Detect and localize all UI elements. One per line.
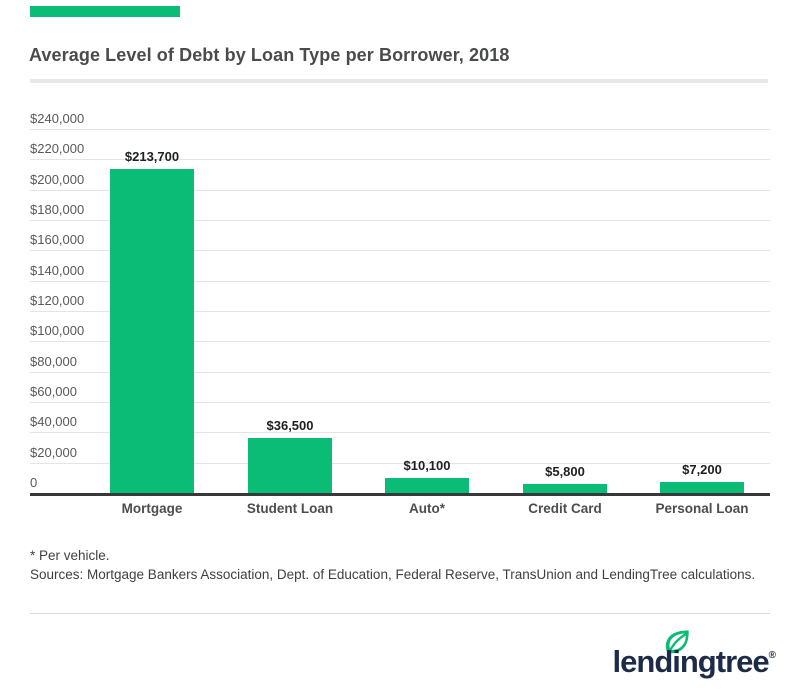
brand-accent-bar <box>30 6 180 17</box>
gridline-240000 <box>30 129 770 130</box>
gridline-100000 <box>30 341 770 342</box>
gridline-80000 <box>30 372 770 373</box>
gridline-140000 <box>30 281 770 282</box>
y-tick-label: $80,000 <box>30 354 77 369</box>
chart-title: Average Level of Debt by Loan Type per B… <box>29 45 510 65</box>
registered-mark: ® <box>768 650 776 661</box>
y-tick-label: $120,000 <box>30 293 85 308</box>
y-tick-label: $220,000 <box>30 141 85 156</box>
footnote-per-vehicle: * Per vehicle. <box>30 548 110 563</box>
bottom-divider <box>30 613 770 614</box>
gridline-60000 <box>30 402 770 403</box>
x-category-label: Mortgage <box>121 501 183 516</box>
bar-personal-loan <box>660 482 744 493</box>
y-tick-label: $40,000 <box>30 414 77 429</box>
lendingtree-logo: lendingtree® <box>516 629 776 685</box>
y-tick-label: $240,000 <box>30 111 85 126</box>
bar-auto- <box>385 478 469 493</box>
bar-value-label: $5,800 <box>545 464 585 479</box>
bar-credit-card <box>523 484 607 493</box>
gridline-220000 <box>30 159 770 160</box>
gridline-40000 <box>30 432 770 433</box>
logo-brand-text: lendingtree <box>612 644 770 679</box>
x-category-label: Credit Card <box>528 501 602 516</box>
gridline-180000 <box>30 220 770 221</box>
x-category-label: Student Loan <box>246 501 334 516</box>
y-tick-label: 0 <box>30 475 38 490</box>
logo-wordmark: lendingtree® <box>612 644 776 679</box>
y-tick-label: $140,000 <box>30 263 85 278</box>
x-axis-baseline <box>30 493 770 496</box>
y-tick-label: $100,000 <box>30 323 85 338</box>
y-tick-label: $180,000 <box>30 202 85 217</box>
bar-student-loan <box>248 438 332 493</box>
gridline-20000 <box>30 463 770 464</box>
x-category-label: Auto* <box>409 501 445 516</box>
gridline-120000 <box>30 311 770 312</box>
footnote-sources: Sources: Mortgage Bankers Association, D… <box>30 567 756 582</box>
leaf-icon <box>665 630 689 655</box>
bar-value-label: $7,200 <box>682 462 722 477</box>
x-category-label: Personal Loan <box>655 501 749 516</box>
y-tick-label: $20,000 <box>30 445 77 460</box>
bar-value-label: $36,500 <box>266 418 314 433</box>
bar-mortgage <box>110 169 194 493</box>
title-divider <box>30 79 768 83</box>
bar-chart: $240,000 $220,000 $200,000 $180,000 $160,000… <box>30 111 770 516</box>
y-tick-label: $200,000 <box>30 172 85 187</box>
y-tick-label: $60,000 <box>30 384 77 399</box>
gridline-200000 <box>30 190 770 191</box>
bar-value-label: $213,700 <box>124 149 180 164</box>
bar-value-label: $10,100 <box>403 458 451 473</box>
gridline-160000 <box>30 250 770 251</box>
y-tick-label: $160,000 <box>30 232 85 247</box>
